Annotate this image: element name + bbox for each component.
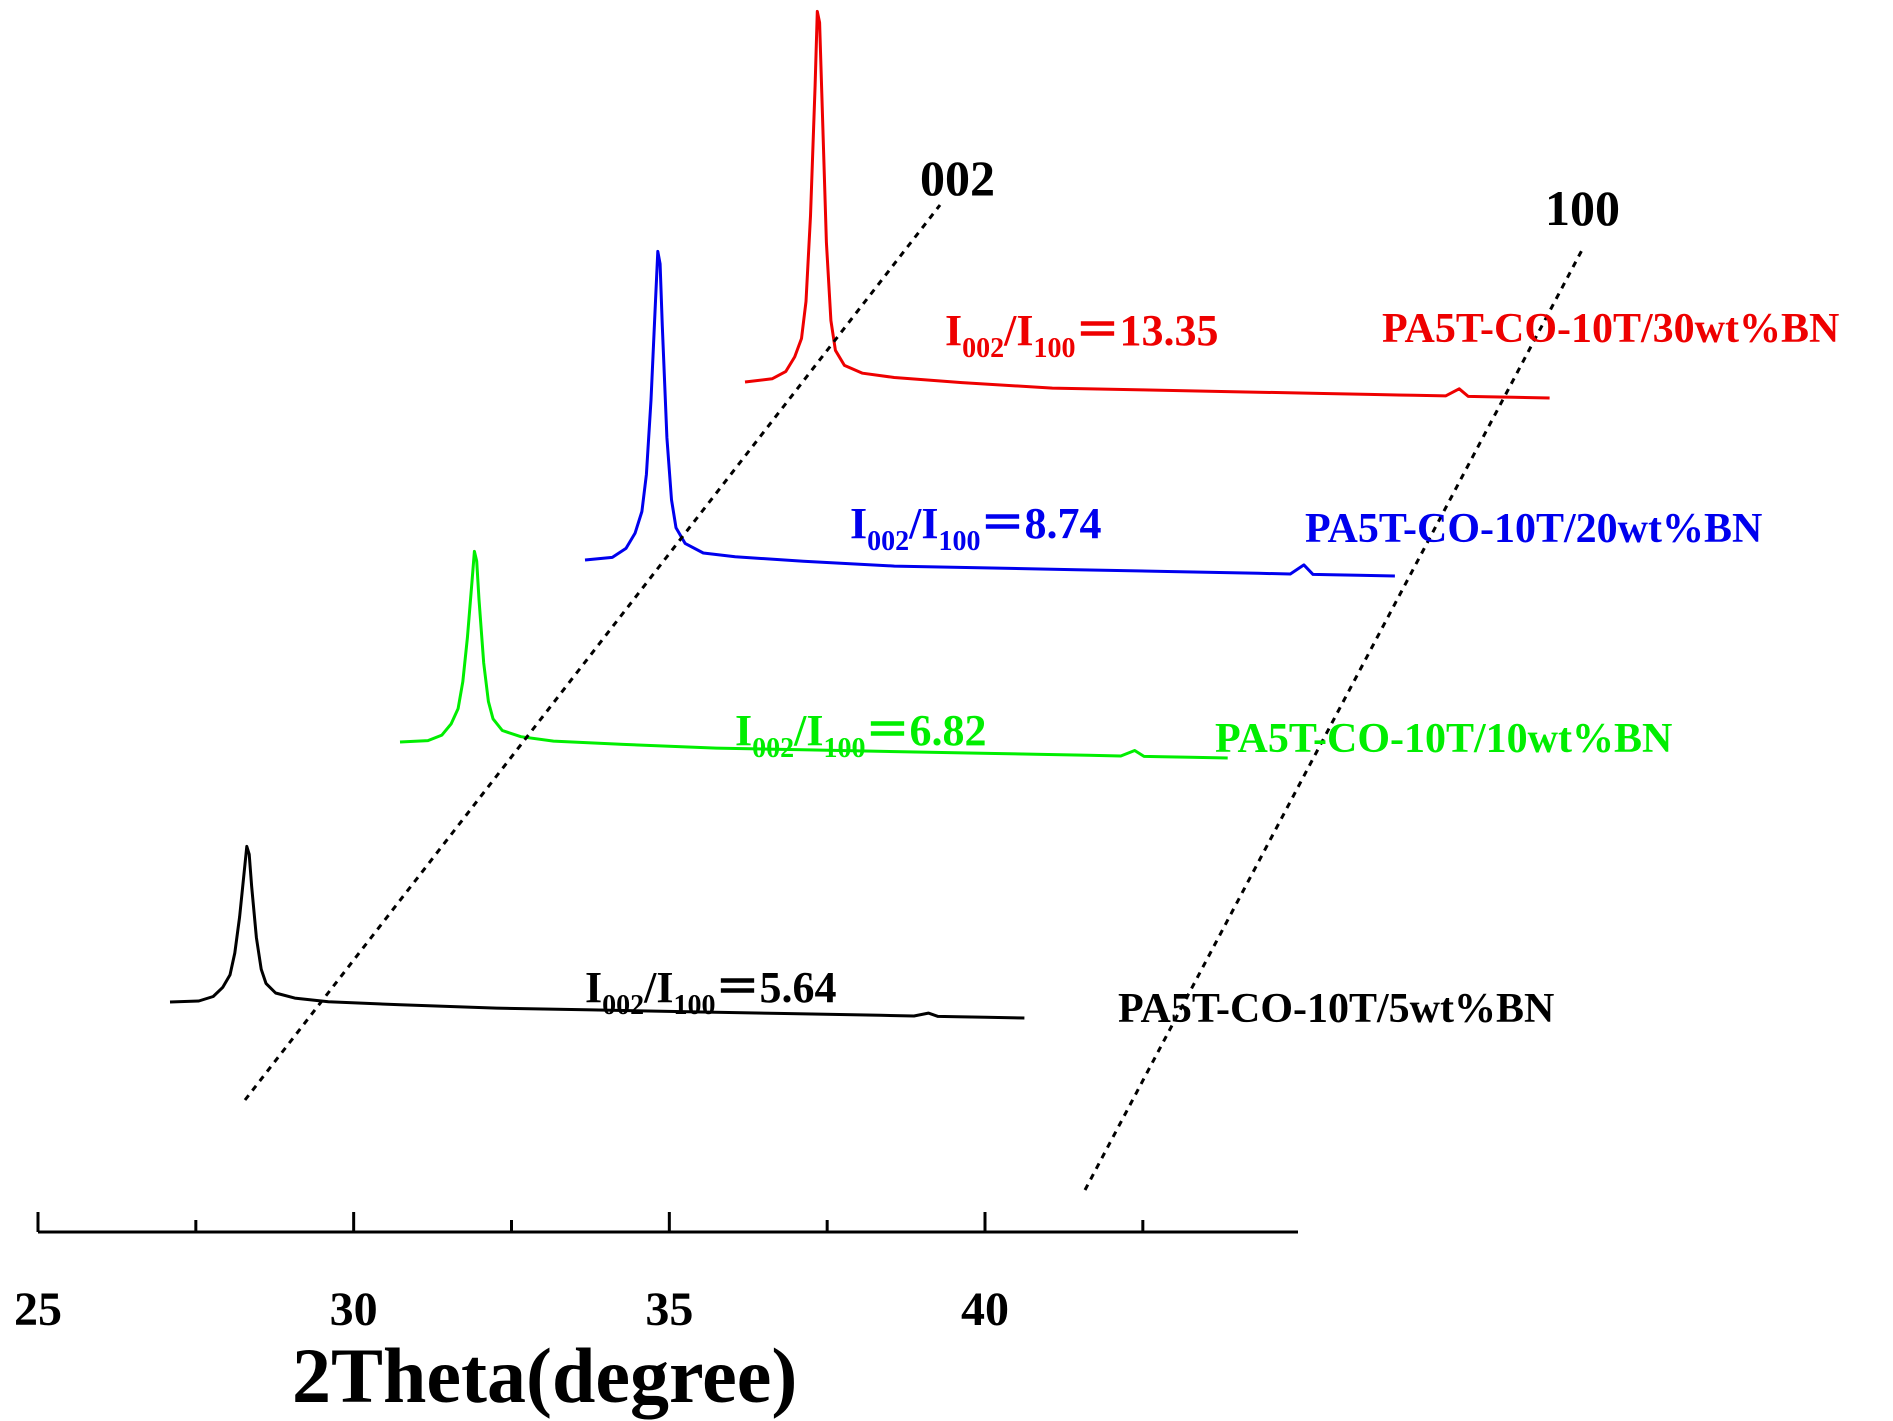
sample-label-0: PA5T-CO-10T/5wt%BN	[1118, 986, 1554, 1032]
x-tick-label: 40	[961, 1283, 1009, 1336]
sample-label-2: PA5T-CO-10T/20wt%BN	[1305, 506, 1762, 552]
x-tick-label: 25	[14, 1283, 62, 1336]
ratio-label-0: I002/I100＝5.64	[585, 963, 836, 1021]
peak-label-100: 100	[1545, 180, 1620, 236]
ratio-label-3: I002/I100＝13.35	[945, 306, 1218, 364]
x-tick-label: 35	[645, 1283, 693, 1336]
sample-label-1: PA5T-CO-10T/10wt%BN	[1215, 716, 1672, 762]
series-curve-2	[584, 249, 1395, 578]
peak-guide-lines	[243, 204, 1584, 1191]
series-labels: I002/I100＝5.64 PA5T-CO-10T/5wt%BN I002/I10…	[585, 306, 1839, 1032]
ratio-label-2: I002/I100＝8.74	[850, 499, 1101, 557]
series-curve-1	[399, 549, 1228, 760]
peak-label-002: 002	[920, 150, 995, 206]
x-axis-title: 2Theta(degree)	[292, 1332, 797, 1419]
series-curve-0	[169, 844, 1025, 1020]
x-tick-label: 30	[330, 1283, 378, 1336]
series-curve-3	[744, 9, 1550, 400]
x-axis: 25 30 35 40	[14, 1212, 1298, 1336]
ratio-label-1: I002/I100＝6.82	[735, 706, 986, 764]
guide-line-002	[243, 204, 942, 1101]
guide-line-100	[1083, 249, 1584, 1191]
diffraction-curves	[169, 9, 1550, 1020]
sample-label-3: PA5T-CO-10T/30wt%BN	[1382, 306, 1839, 352]
